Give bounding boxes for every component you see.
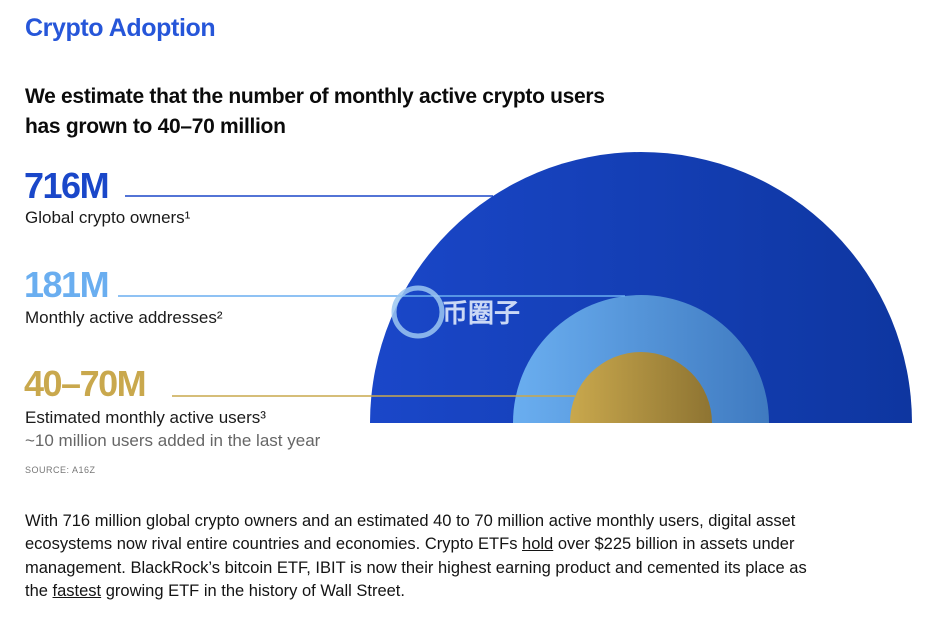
headline-line-2: has grown to 40–70 million [25, 115, 286, 138]
section-title: Crypto Adoption [25, 14, 216, 42]
sublabel-active-users: ~10 million users added in the last year [25, 431, 321, 450]
watermark-logo-icon [391, 285, 445, 339]
body-text-1: With 716 million global crypto owners an… [25, 512, 796, 554]
value-active-users: 40–70M [24, 363, 145, 404]
headline: We estimate that the number of monthly a… [25, 82, 665, 142]
arc-active-users [570, 352, 712, 423]
watermark-text: 币圈子 [442, 299, 520, 329]
label-owners: Global crypto owners¹ [25, 208, 191, 227]
label-addresses: Monthly active addresses² [25, 308, 223, 327]
arc-owners [370, 152, 912, 423]
body-text-3: growing ETF in the history of Wall Stree… [101, 581, 405, 600]
value-owners: 716M [24, 165, 108, 206]
body-text-2: over $225 billion in assets under manage… [25, 535, 807, 600]
value-addresses: 181M [24, 264, 108, 305]
body-paragraph: With 716 million global crypto owners an… [25, 510, 825, 603]
watermark: 币圈子 [391, 285, 520, 339]
source-note: SOURCE: A16Z [25, 465, 96, 475]
fastest-link[interactable]: fastest [52, 581, 102, 600]
hold-link[interactable]: hold [522, 535, 554, 554]
headline-line-1: We estimate that the number of monthly a… [25, 85, 605, 108]
label-active-users: Estimated monthly active users³ [25, 408, 266, 427]
